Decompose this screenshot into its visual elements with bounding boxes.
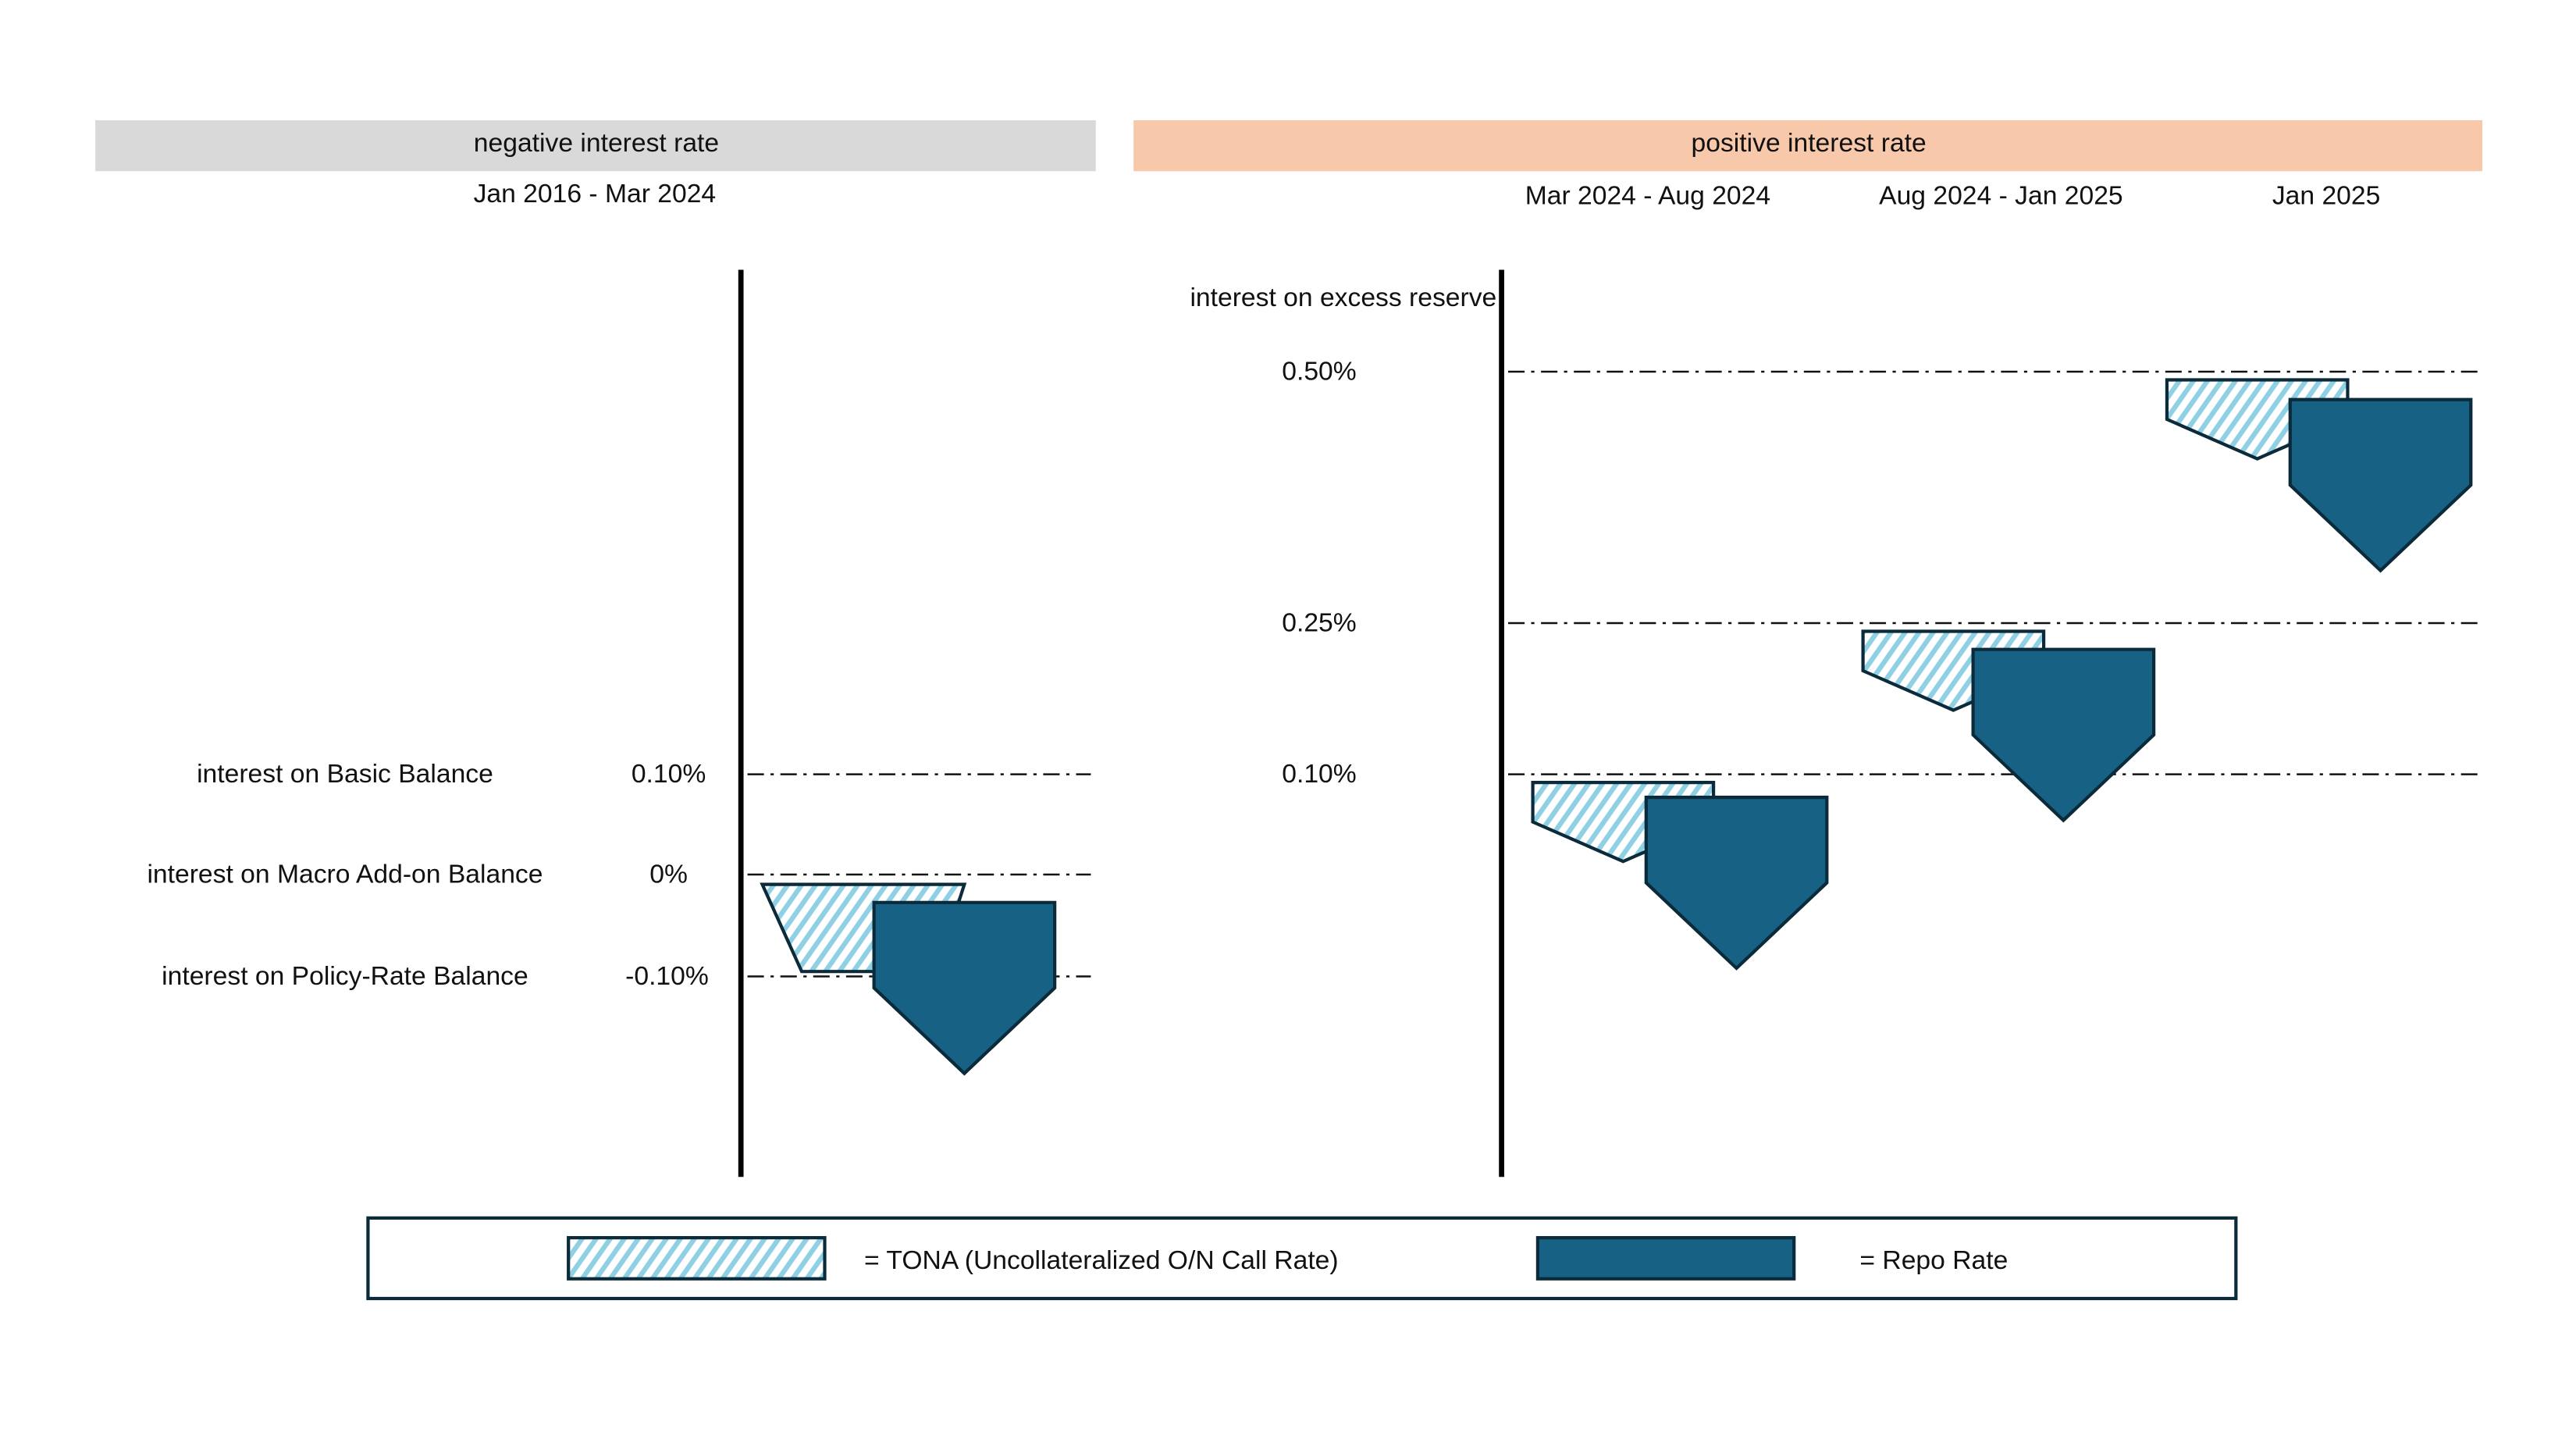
positive-rate-band: [1133, 120, 2483, 172]
legend-tona-label: = TONA (Uncollateralized O/N Call Rate): [864, 1246, 1339, 1275]
repo-marker-period-3: [2288, 397, 2473, 573]
excess-reserve-axis-label: interest on excess reserve: [1190, 283, 1496, 312]
period-label-2: Aug 2024 - Jan 2025: [1879, 181, 2123, 210]
row-value-policy: -0.10%: [625, 962, 709, 991]
legend-repo-swatch: [1535, 1236, 1796, 1281]
period-label-1: Mar 2024 - Aug 2024: [1525, 181, 1770, 210]
legend-tona-swatch: [567, 1236, 827, 1281]
negative-rate-band-label: negative interest rate: [474, 129, 719, 158]
negative-period-label: Jan 2016 - Mar 2024: [474, 180, 717, 208]
legend: = TONA (Uncollateralized O/N Call Rate) …: [366, 1216, 2238, 1301]
row-value-basic: 0.10%: [632, 760, 706, 789]
repo-marker-period-1: [1644, 795, 1829, 971]
row-label-macro: interest on Macro Add-on Balance: [147, 860, 543, 889]
period-label-3: Jan 2025: [2272, 181, 2381, 210]
positive-rate-band-label: positive interest rate: [1692, 129, 1927, 158]
repo-marker-negative: [872, 900, 1057, 1076]
row-label-policy: interest on Policy-Rate Balance: [162, 962, 528, 991]
legend-repo-label: = Repo Rate: [1859, 1246, 2008, 1275]
negative-rate-band: [95, 120, 1096, 172]
level-label-025: 0.25%: [1282, 609, 1356, 638]
row-value-macro: 0%: [649, 860, 688, 889]
repo-marker-period-2: [1971, 647, 2156, 823]
level-label-050: 0.50%: [1282, 358, 1356, 387]
level-label-010: 0.10%: [1282, 760, 1356, 789]
row-label-basic: interest on Basic Balance: [197, 760, 493, 789]
